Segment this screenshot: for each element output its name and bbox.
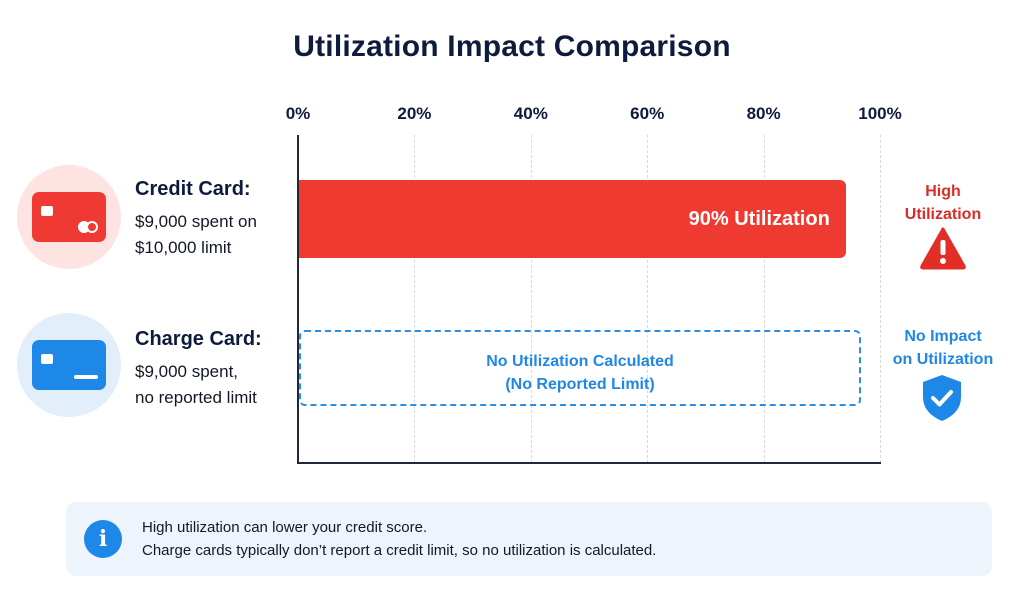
credit-card-desc-line2: $10,000 limit — [135, 238, 232, 257]
x-tick-label: 100% — [858, 104, 902, 123]
charge-card-desc-line2: no reported limit — [135, 388, 257, 407]
card-stripe-icon — [74, 375, 98, 379]
y-axis-line — [297, 135, 299, 464]
card-chip-icon — [41, 206, 53, 216]
status-line2: Utilization — [904, 206, 982, 223]
credit-card-heading: Credit Card: — [135, 178, 251, 200]
credit-card-desc-line1: $9,000 spent on — [135, 212, 257, 231]
info-icon: i — [84, 520, 122, 558]
credit-card-utilization-bar: 90% Utilization — [299, 180, 846, 258]
warning-triangle-icon — [920, 227, 966, 270]
status-line1: High — [925, 183, 961, 200]
status-line1: No Impact — [904, 328, 982, 345]
gridline — [530, 135, 532, 463]
info-line2: Charge cards typically don’t report a cr… — [142, 542, 657, 559]
charge-card-bar-label-line1: No Utilization Calculated — [486, 353, 674, 370]
gridline — [763, 135, 765, 463]
charge-card-icon-circle — [17, 313, 121, 417]
no-impact-status: No Impact on Utilization — [873, 325, 1013, 371]
charge-card-heading: Charge Card: — [135, 328, 262, 350]
gridline — [647, 135, 649, 463]
status-line2: on Utilization — [892, 351, 994, 368]
info-line1: High utilization can lower your credit s… — [142, 519, 428, 536]
info-text: High utilization can lower your credit s… — [142, 516, 656, 562]
credit-card-icon-circle — [17, 165, 121, 269]
high-utilization-status: High Utilization — [873, 180, 1013, 226]
credit-card-bar-label: 90% Utilization — [688, 208, 830, 230]
x-tick-label: 80% — [746, 104, 781, 123]
charge-card-desc-line1: $9,000 spent, — [135, 362, 239, 381]
x-tick-label: 40% — [513, 104, 548, 123]
x-tick-label: 0% — [285, 104, 311, 123]
x-axis-line — [297, 462, 881, 464]
card-logo-icon — [78, 221, 98, 233]
charge-card-bar-label-line2: (No Reported Limit) — [505, 376, 655, 393]
charge-card-placeholder-bar: No Utilization Calculated (No Reported L… — [299, 330, 861, 406]
info-box: i High utilization can lower your credit… — [66, 502, 992, 576]
shield-check-icon — [923, 375, 961, 421]
credit-card-icon — [32, 192, 106, 242]
gridline — [414, 135, 416, 463]
gridline — [880, 135, 881, 463]
x-tick-label: 20% — [397, 104, 432, 123]
charge-card-icon — [32, 340, 106, 390]
card-chip-icon — [41, 354, 53, 364]
chart-title: Utilization Impact Comparison — [293, 30, 731, 63]
x-tick-label: 60% — [630, 104, 665, 123]
